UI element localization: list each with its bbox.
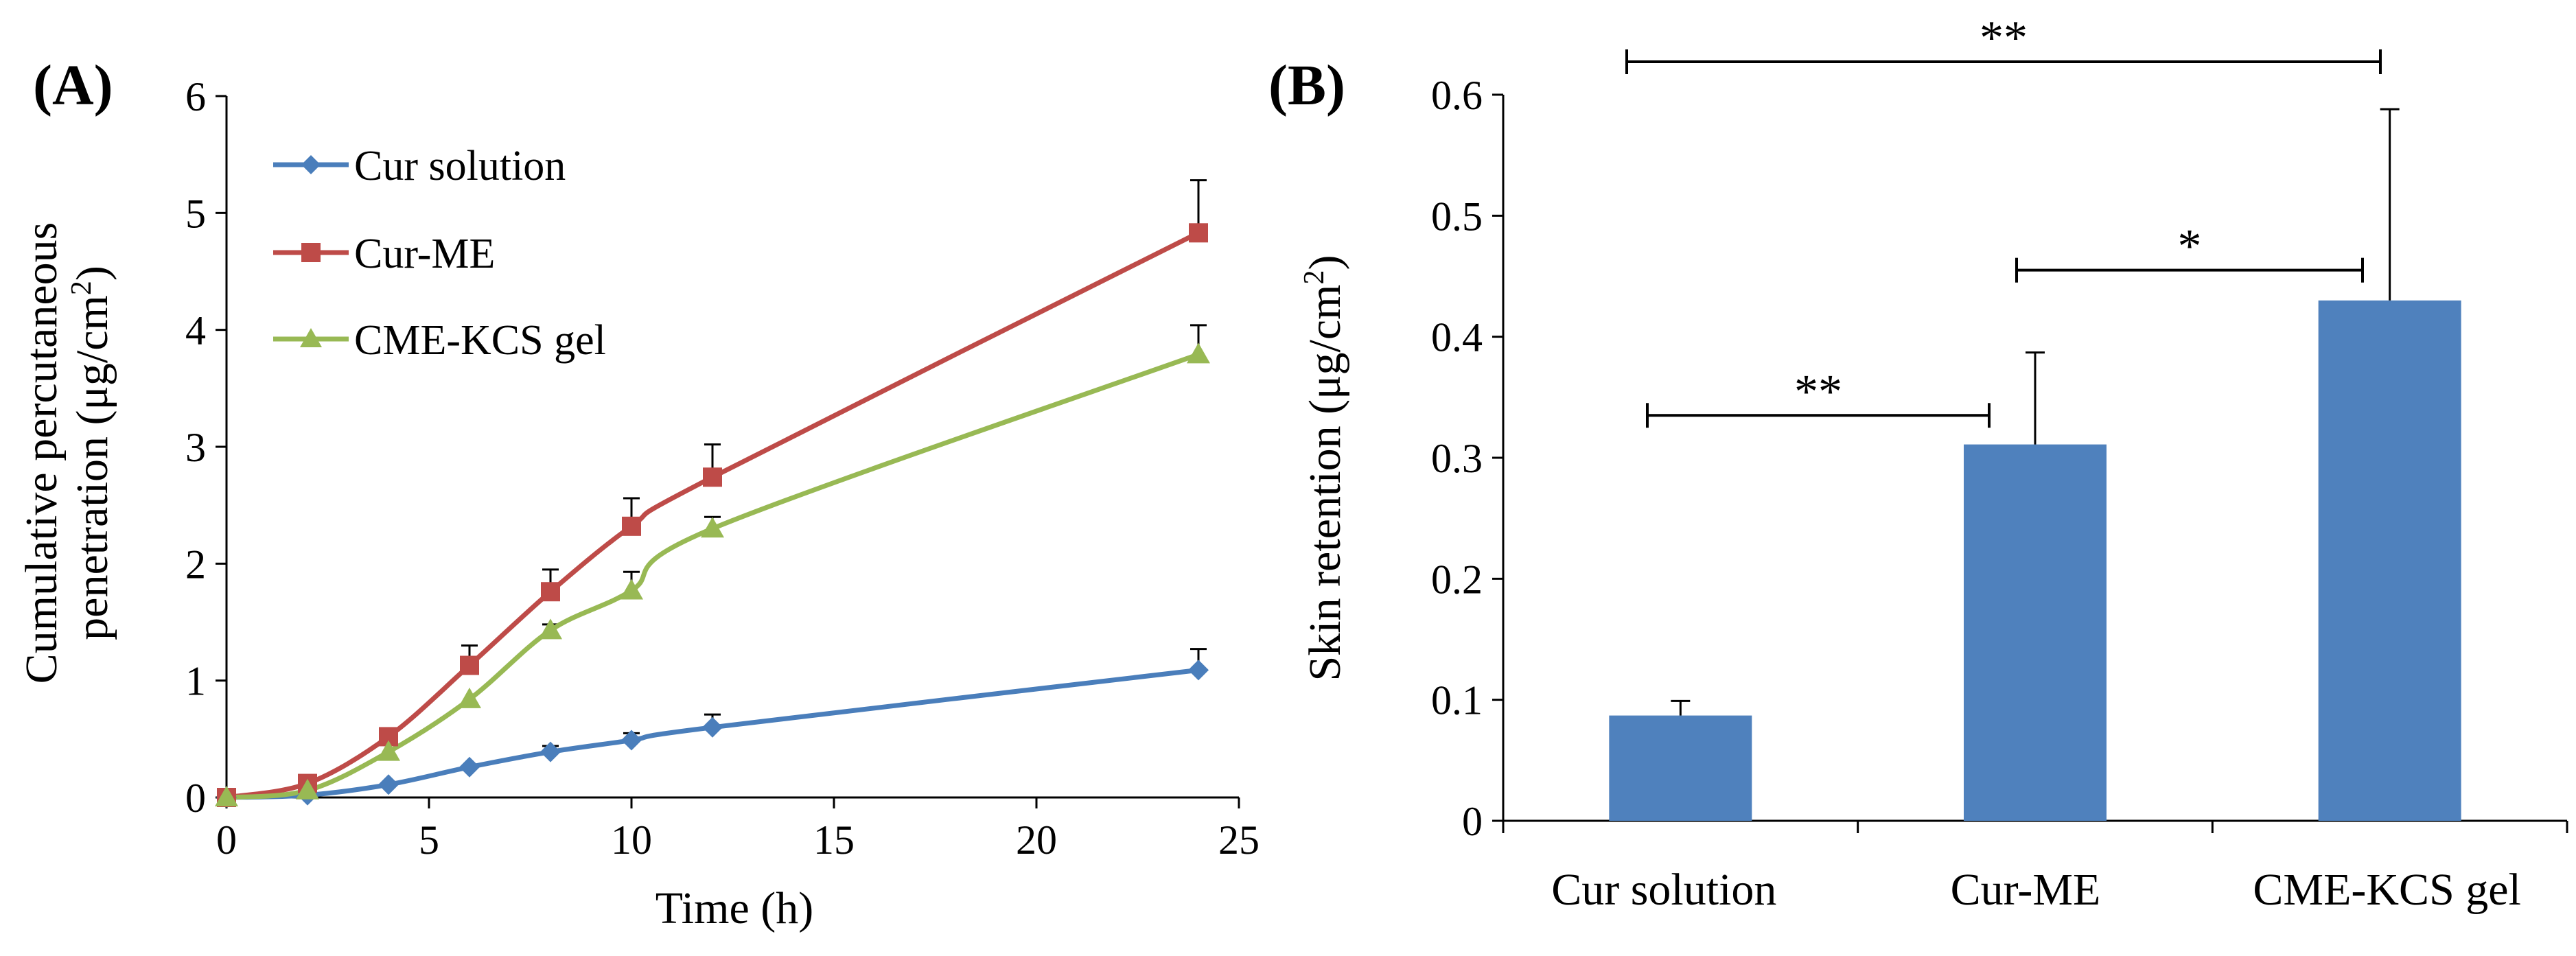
panel-a-x-tick-label: 5	[419, 817, 439, 863]
panel-b-y-title-sup: 2	[1299, 270, 1330, 285]
data-point-cme-kcs-gel	[1187, 342, 1210, 364]
bar-cur-me	[1964, 444, 2107, 821]
data-point-cur-me	[541, 582, 560, 602]
legend-diamond-marker	[301, 155, 321, 174]
data-point-cme-kcs-gel	[620, 579, 643, 600]
panel-b-bar-chart: (B) 0 0.1 0.2 0.3 0.4 0.5 0.6 Cur solution Cur-…	[1268, 12, 2568, 915]
panel-a-x-tick-label: 20	[1016, 817, 1057, 863]
panel-a-x-tick-label: 25	[1218, 817, 1260, 863]
panel-b-y-tick-label: 0.4	[1431, 315, 1483, 360]
panel-a-x-axis-title: Time (h)	[655, 883, 813, 933]
significance-label: *	[2178, 220, 2202, 273]
panel-a-y-tick-label: 6	[185, 74, 206, 119]
series-line-cur-solution	[226, 667, 1199, 800]
panel-b-significance-brackets: *****	[1625, 12, 2382, 428]
panel-b-y-axis-title: Skin retention (μg/cm2)	[1299, 255, 1350, 681]
legend-item-cme-kcs-gel: CME-KCS gel	[273, 317, 606, 364]
panel-a-label: (A)	[33, 54, 113, 117]
legend-square-marker	[301, 243, 321, 262]
bar-cur-solution	[1609, 715, 1752, 821]
data-point-cme-kcs-gel	[539, 618, 562, 640]
data-point-cur-me	[622, 516, 641, 536]
panel-a-y-title-sup: 2	[66, 281, 97, 295]
panel-a-y-tick-label: 1	[185, 659, 206, 704]
panel-a-y-tick-label: 3	[185, 425, 206, 470]
panel-b-error-bars	[1671, 108, 2400, 716]
data-point-cur-solution	[702, 716, 723, 738]
panel-b-y-tick-label: 0.1	[1431, 678, 1483, 723]
panel-b-bars	[1609, 300, 2461, 821]
category-label-cur-me: Cur-ME	[1951, 865, 2101, 915]
panel-b-y-ticks: 0 0.1 0.2 0.3 0.4 0.5 0.6	[1431, 73, 1503, 844]
panel-b-y-tick-label: 0.6	[1431, 73, 1483, 118]
panel-b-label: (B)	[1268, 54, 1345, 117]
data-point-cur-solution	[540, 741, 561, 762]
panel-b-y-title: Skin retention (μg/cm2)	[1299, 255, 1350, 681]
panel-a-x-tick-label: 10	[611, 817, 652, 863]
panel-a-y-title-line2: penetration (μg/cm2)	[66, 266, 117, 640]
legend-label-cur-me: Cur-ME	[354, 231, 495, 277]
panel-b-y-title-main: Skin retention (μg/cm	[1300, 285, 1350, 681]
data-point-cme-kcs-gel	[701, 517, 724, 538]
panel-a-y-title-end: )	[67, 266, 117, 281]
panel-a-series-lines	[226, 231, 1200, 800]
panel-a-legend: Cur solution Cur-ME CME-KCS gel	[273, 143, 606, 364]
legend-label-cur-solution: Cur solution	[354, 143, 566, 189]
data-point-cur-me	[703, 467, 722, 487]
significance-label: **	[1980, 12, 2028, 65]
panel-a-y-ticks: 0 1 2 3 4 5 6	[185, 74, 227, 821]
data-point-cur-solution	[378, 774, 399, 795]
panel-b-y-tick-label: 0.5	[1431, 194, 1483, 239]
data-point-cur-me	[1189, 223, 1208, 243]
legend-item-cur-me: Cur-ME	[273, 231, 495, 277]
legend-triangle-marker	[300, 328, 322, 347]
data-point-cur-solution	[1188, 660, 1209, 681]
panel-a-y-tick-label: 4	[185, 308, 206, 353]
panel-a-x-ticks: 0 5 10 15 20 25	[216, 797, 1260, 863]
category-label-cme-kcs-gel: CME-KCS gel	[2253, 865, 2521, 915]
series-line-cme-kcs-gel	[226, 352, 1200, 800]
data-point-cme-kcs-gel	[296, 778, 319, 800]
data-point-cur-solution	[459, 756, 480, 778]
panel-a-y-tick-label: 0	[185, 776, 206, 821]
legend-label-cme-kcs-gel: CME-KCS gel	[354, 317, 606, 364]
panel-a-error-bars	[461, 179, 1207, 752]
panel-a-y-title-line1: Cumulative percutaneous	[16, 222, 67, 684]
series-line-cur-me	[226, 231, 1200, 800]
panel-a-x-tick-label: 0	[216, 817, 237, 863]
panel-b-y-tick-label: 0.3	[1431, 436, 1483, 481]
panel-b-y-tick-label: 0.2	[1431, 557, 1483, 602]
panel-a-axes	[225, 96, 1239, 799]
panel-a-y-title-main: penetration (μg/cm	[67, 295, 117, 640]
panel-a-markers	[215, 223, 1210, 808]
panel-a-x-tick-label: 15	[813, 817, 855, 863]
panel-a-y-axis-title: Cumulative percutaneous penetration (μg/…	[16, 222, 117, 684]
data-point-cur-solution	[621, 730, 642, 751]
data-point-cme-kcs-gel	[458, 687, 481, 708]
bar-cme-kcs-gel	[2318, 300, 2461, 821]
significance-label: **	[1794, 365, 1842, 418]
panel-b-y-title-end: )	[1300, 255, 1350, 270]
panel-a-y-tick-label: 5	[185, 191, 206, 236]
panel-b-category-labels: Cur solution Cur-ME CME-KCS gel	[1551, 865, 2521, 915]
panel-a-y-tick-label: 2	[185, 541, 206, 587]
data-point-cme-kcs-gel	[215, 786, 238, 806]
data-point-cme-kcs-gel	[377, 740, 400, 761]
data-point-cur-me	[460, 655, 479, 675]
panel-b-y-tick-label: 0	[1462, 799, 1483, 844]
panel-a-line-chart: (A) 0 1 2 3 4 5 6 0 5 10 15 20 25 Time (h) Cumulati…	[16, 54, 1260, 933]
category-label-cur-solution: Cur solution	[1551, 865, 1776, 915]
legend-item-cur-solution: Cur solution	[273, 143, 566, 189]
